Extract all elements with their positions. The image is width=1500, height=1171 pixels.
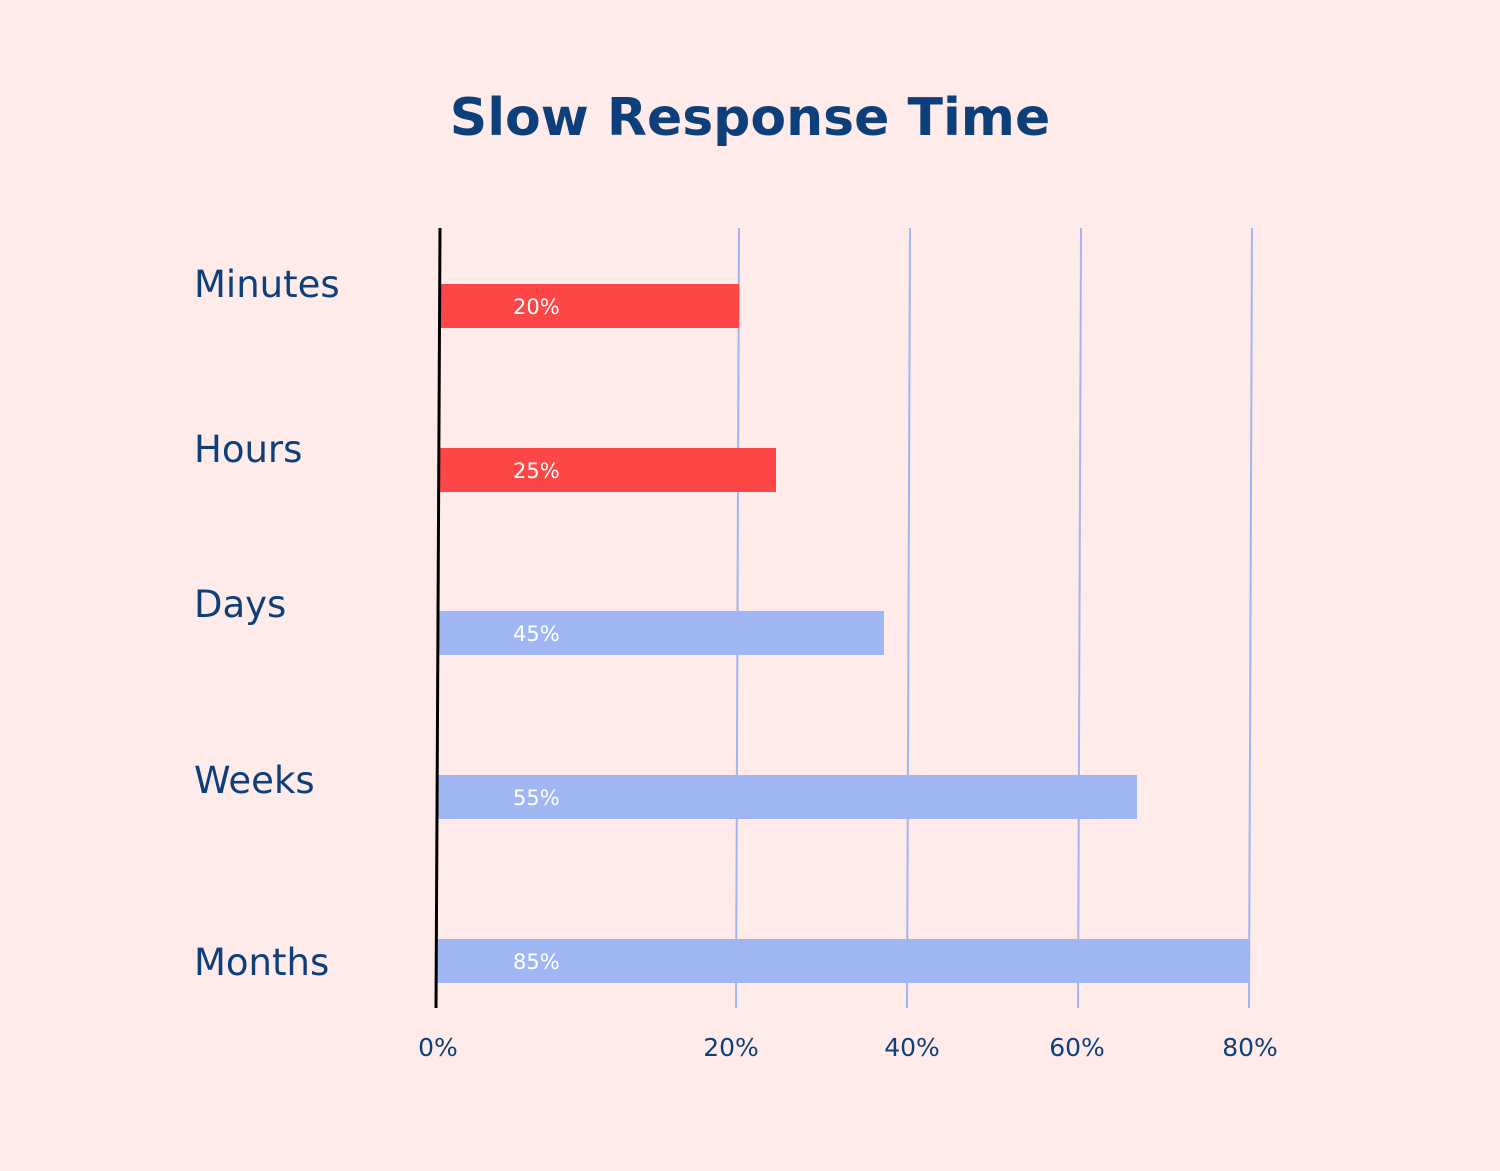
category-label-minutes: Minutes xyxy=(194,263,340,306)
x-tick-label-80-pct: 80% xyxy=(1222,1033,1278,1062)
y-axis-line xyxy=(434,227,442,1009)
x-tick-label-20-pct: 20% xyxy=(703,1033,759,1062)
bar-labels: 20% 25% 45% 55% 85% xyxy=(513,295,560,974)
x-tick-label-40-pct: 40% xyxy=(884,1033,940,1062)
bar-minutes xyxy=(439,284,739,328)
gridline-60-pct xyxy=(1077,227,1082,1009)
bar-label-hours: 25% xyxy=(513,459,560,483)
category-label-weeks: Weeks xyxy=(194,759,315,802)
x-tick-label-0-pct: 0% xyxy=(418,1033,458,1062)
bar-label-minutes: 20% xyxy=(513,295,560,319)
bar-label-months: 85% xyxy=(513,950,560,974)
bar-label-days: 45% xyxy=(513,622,560,646)
bar-weeks xyxy=(437,775,1137,819)
gridlines xyxy=(735,227,1253,1009)
bar-label-weeks: 55% xyxy=(513,786,560,810)
category-labels: Minutes Hours Days Weeks Months xyxy=(194,263,340,984)
x-tick-labels: 0% 20% 40% 60% 80% xyxy=(418,1033,1278,1062)
bar-months xyxy=(436,939,1250,983)
gridline-80-pct xyxy=(1248,227,1253,1009)
category-label-hours: Hours xyxy=(194,428,302,471)
bar-hours xyxy=(438,448,776,492)
bars xyxy=(436,284,1250,983)
x-tick-label-60-pct: 60% xyxy=(1049,1033,1105,1062)
chart-title: Slow Response Time xyxy=(450,88,1050,148)
gridline-40-pct xyxy=(906,227,911,1009)
category-label-months: Months xyxy=(194,941,329,984)
bar-days xyxy=(438,611,884,655)
category-label-days: Days xyxy=(194,583,286,626)
